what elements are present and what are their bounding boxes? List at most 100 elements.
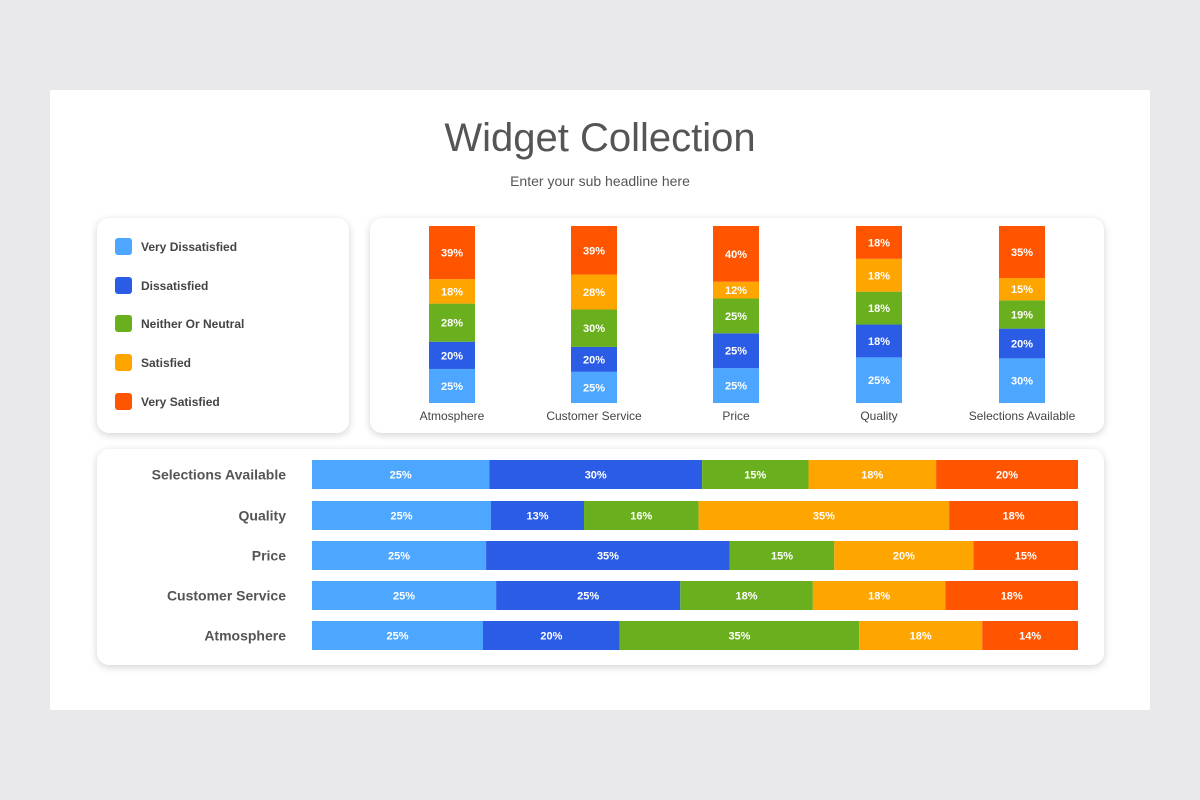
data-label: 18% [868,591,890,603]
legend-swatch [115,315,132,332]
bar-segment [429,341,475,369]
bar-segment [999,300,1045,329]
data-label: 25% [725,311,747,323]
data-label: 15% [1011,284,1033,296]
bar-segment [429,226,475,280]
y-tick-label: Quality [239,508,287,524]
legend-label: Satisfied [141,355,192,370]
data-label: 14% [1019,631,1041,643]
vertical-chart-card: 25% 20% 28% 18% 39% Atmosphere 25% 20% 30% 28% 39%… [370,218,1104,433]
data-label: 30% [1011,376,1033,388]
bar-segment [713,333,759,369]
bar-segment [312,541,487,570]
bar-segment [936,460,1078,489]
data-label: 25% [583,382,605,394]
bar-segment [680,581,813,610]
bar-segment [999,358,1045,403]
data-label: 20% [583,354,605,366]
data-label: 18% [868,303,890,315]
data-label: 25% [725,346,747,358]
data-label: 15% [744,470,766,482]
bar-segment [496,581,681,610]
data-label: 18% [1001,591,1023,603]
bar-segment [571,226,617,275]
legend-item: Satisfied [115,354,191,371]
y-tick-label: Atmosphere [204,628,286,644]
data-label: 20% [893,551,915,563]
bar-segment [619,621,860,650]
data-label: 18% [910,631,932,643]
y-tick-label: Price [252,548,286,564]
data-label: 18% [736,591,758,603]
bar-segment [982,621,1078,650]
legend-swatch [115,277,132,294]
legend-label: Dissatisfied [141,278,209,293]
bar-segment [584,501,699,530]
data-label: 25% [386,631,408,643]
page-subtitle: Enter your sub headline here [510,173,690,189]
data-label: 25% [390,470,412,482]
data-label: 30% [583,323,605,335]
data-label: 15% [1015,551,1037,563]
x-tick-label: Price [722,409,750,423]
data-label: 39% [441,248,463,260]
legend-item: Neither Or Neutral [115,315,244,332]
data-label: 28% [583,287,605,299]
x-tick-label: Quality [860,409,897,423]
legend-card: Very Dissatisfied Dissatisfied Neither O… [97,218,349,433]
data-label: 20% [996,470,1018,482]
y-tick-label: Selections Available [152,467,287,483]
bar-segment [856,357,902,403]
bar-segment [489,460,703,489]
bar-segment [571,274,617,310]
data-label: 18% [868,237,890,249]
bar-segment [729,541,835,570]
x-tick-label: Selections Available [969,409,1076,423]
bar-segment [490,501,585,530]
data-label: 25% [868,375,890,387]
bar-segment [482,621,620,650]
bar-segment [486,541,730,570]
legend-swatch [115,354,132,371]
x-tick-label: Atmosphere [420,409,485,423]
data-label: 39% [583,245,605,257]
data-label: 25% [441,381,463,393]
data-label: 30% [585,470,607,482]
data-label: 20% [540,631,562,643]
bar-segment [571,371,617,403]
data-label: 35% [1011,247,1033,259]
bar-segment [856,324,902,358]
bar-segment [429,303,475,342]
data-label: 18% [861,470,883,482]
data-label: 18% [441,286,463,298]
bar-segment [713,298,759,334]
bar-segment [312,460,490,489]
bar-segment [834,541,974,570]
legend-swatch [115,238,132,255]
data-label: 35% [728,631,750,643]
x-tick-label: Customer Service [546,409,642,423]
bar-segment [713,368,759,403]
data-label: 28% [441,318,463,330]
data-label: 12% [725,285,747,297]
bar-segment [312,581,497,610]
horizontal-stacked-bar-chart: 25% 30% 15% 18% 20% Selections Available 25% 13… [152,460,1078,650]
legend-swatch [115,393,132,410]
bar-segment [999,226,1045,279]
legend-label: Neither Or Neutral [141,316,245,331]
bar-segment [859,621,983,650]
data-label: 16% [630,511,652,523]
legend-item: Dissatisfied [115,277,208,294]
bar-segment [812,581,946,610]
data-label: 35% [813,511,835,523]
data-label: 15% [771,551,793,563]
data-label: 35% [597,551,619,563]
bar-segment [856,258,902,292]
bar-segment [429,279,475,304]
data-label: 40% [725,249,747,261]
bar-segment [698,501,950,530]
data-label: 18% [868,270,890,282]
legend-label: Very Dissatisfied [141,239,238,254]
legend-item: Very Dissatisfied [115,238,237,255]
vertical-stacked-bar-chart: 25% 20% 28% 18% 39% Atmosphere 25% 20% 30% 28% 39%… [420,226,1076,423]
